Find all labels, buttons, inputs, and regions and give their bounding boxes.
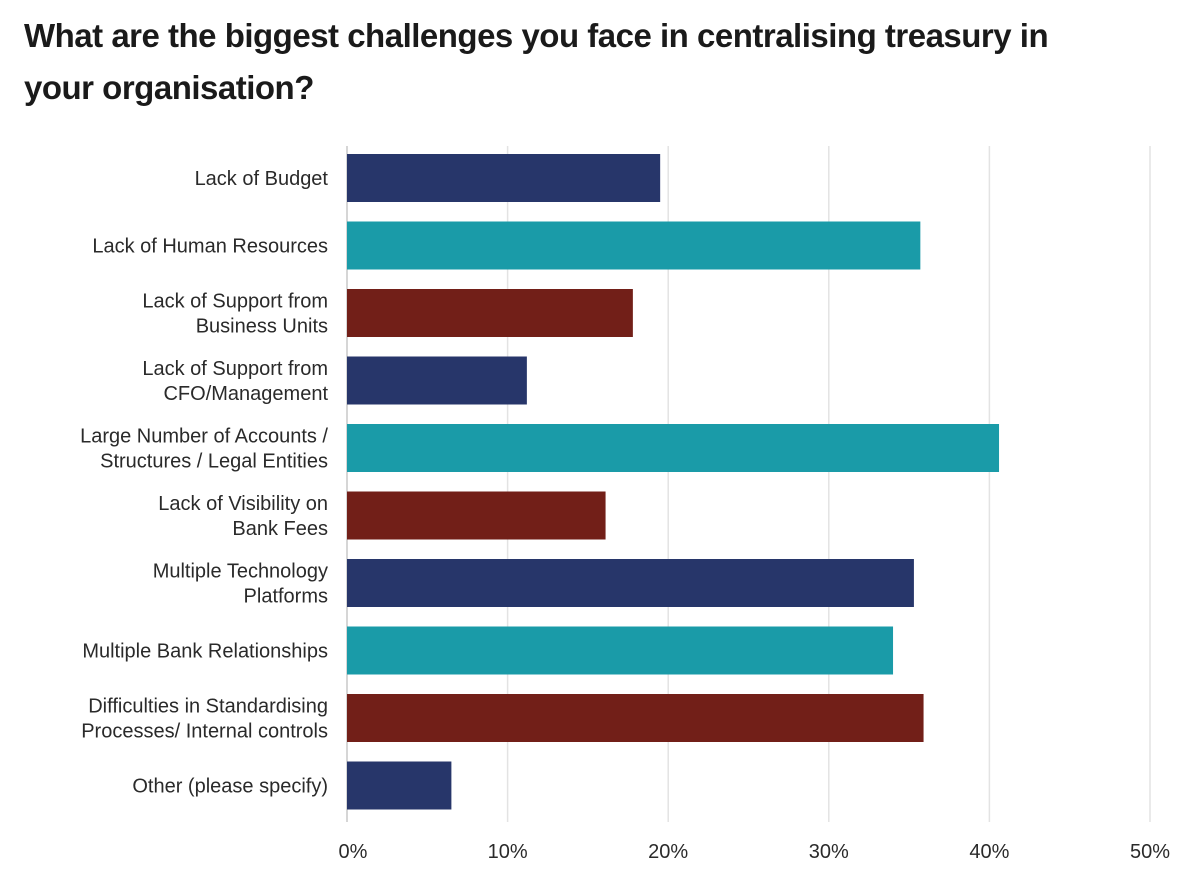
- category-label: Multiple Bank Relationships: [82, 641, 328, 663]
- bar: [347, 154, 661, 202]
- bar: [347, 559, 914, 607]
- x-axis-ticks: 0% 10% 20% 30% 40% 50%: [339, 841, 1171, 863]
- x-tick-label: 10%: [488, 841, 528, 863]
- bar: [347, 221, 921, 270]
- bar: [347, 761, 452, 810]
- bar: [347, 694, 924, 742]
- category-labels: Lack of Budget Lack of Human Resources Lac…: [80, 168, 328, 798]
- category-label: Other (please specify): [132, 776, 328, 798]
- x-tick-label: 30%: [809, 841, 849, 863]
- chart-title: What are the biggest challenges you face…: [24, 17, 1049, 106]
- bars: [347, 154, 1000, 810]
- category-label: Difficulties in Standardising Processes/ …: [81, 696, 328, 743]
- bar: [347, 424, 1000, 472]
- category-label: Lack of Support from CFO/Management: [142, 358, 328, 405]
- x-tick-label: 50%: [1130, 841, 1170, 863]
- bar: [347, 289, 633, 337]
- category-label: Lack of Human Resources: [92, 236, 328, 258]
- category-label: Large Number of Accounts / Structures / L…: [80, 426, 328, 473]
- x-tick-label: 0%: [339, 841, 368, 863]
- category-label: Lack of Visibility on Bank Fees: [158, 493, 328, 540]
- category-label: Lack of Support from Business Units: [142, 291, 328, 338]
- bar: [347, 356, 527, 405]
- x-tick-label: 20%: [648, 841, 688, 863]
- category-label: Lack of Budget: [195, 168, 329, 190]
- x-tick-label: 40%: [969, 841, 1009, 863]
- bar: [347, 626, 894, 675]
- category-label: Multiple Technology Platforms: [153, 561, 328, 608]
- bar: [347, 491, 606, 540]
